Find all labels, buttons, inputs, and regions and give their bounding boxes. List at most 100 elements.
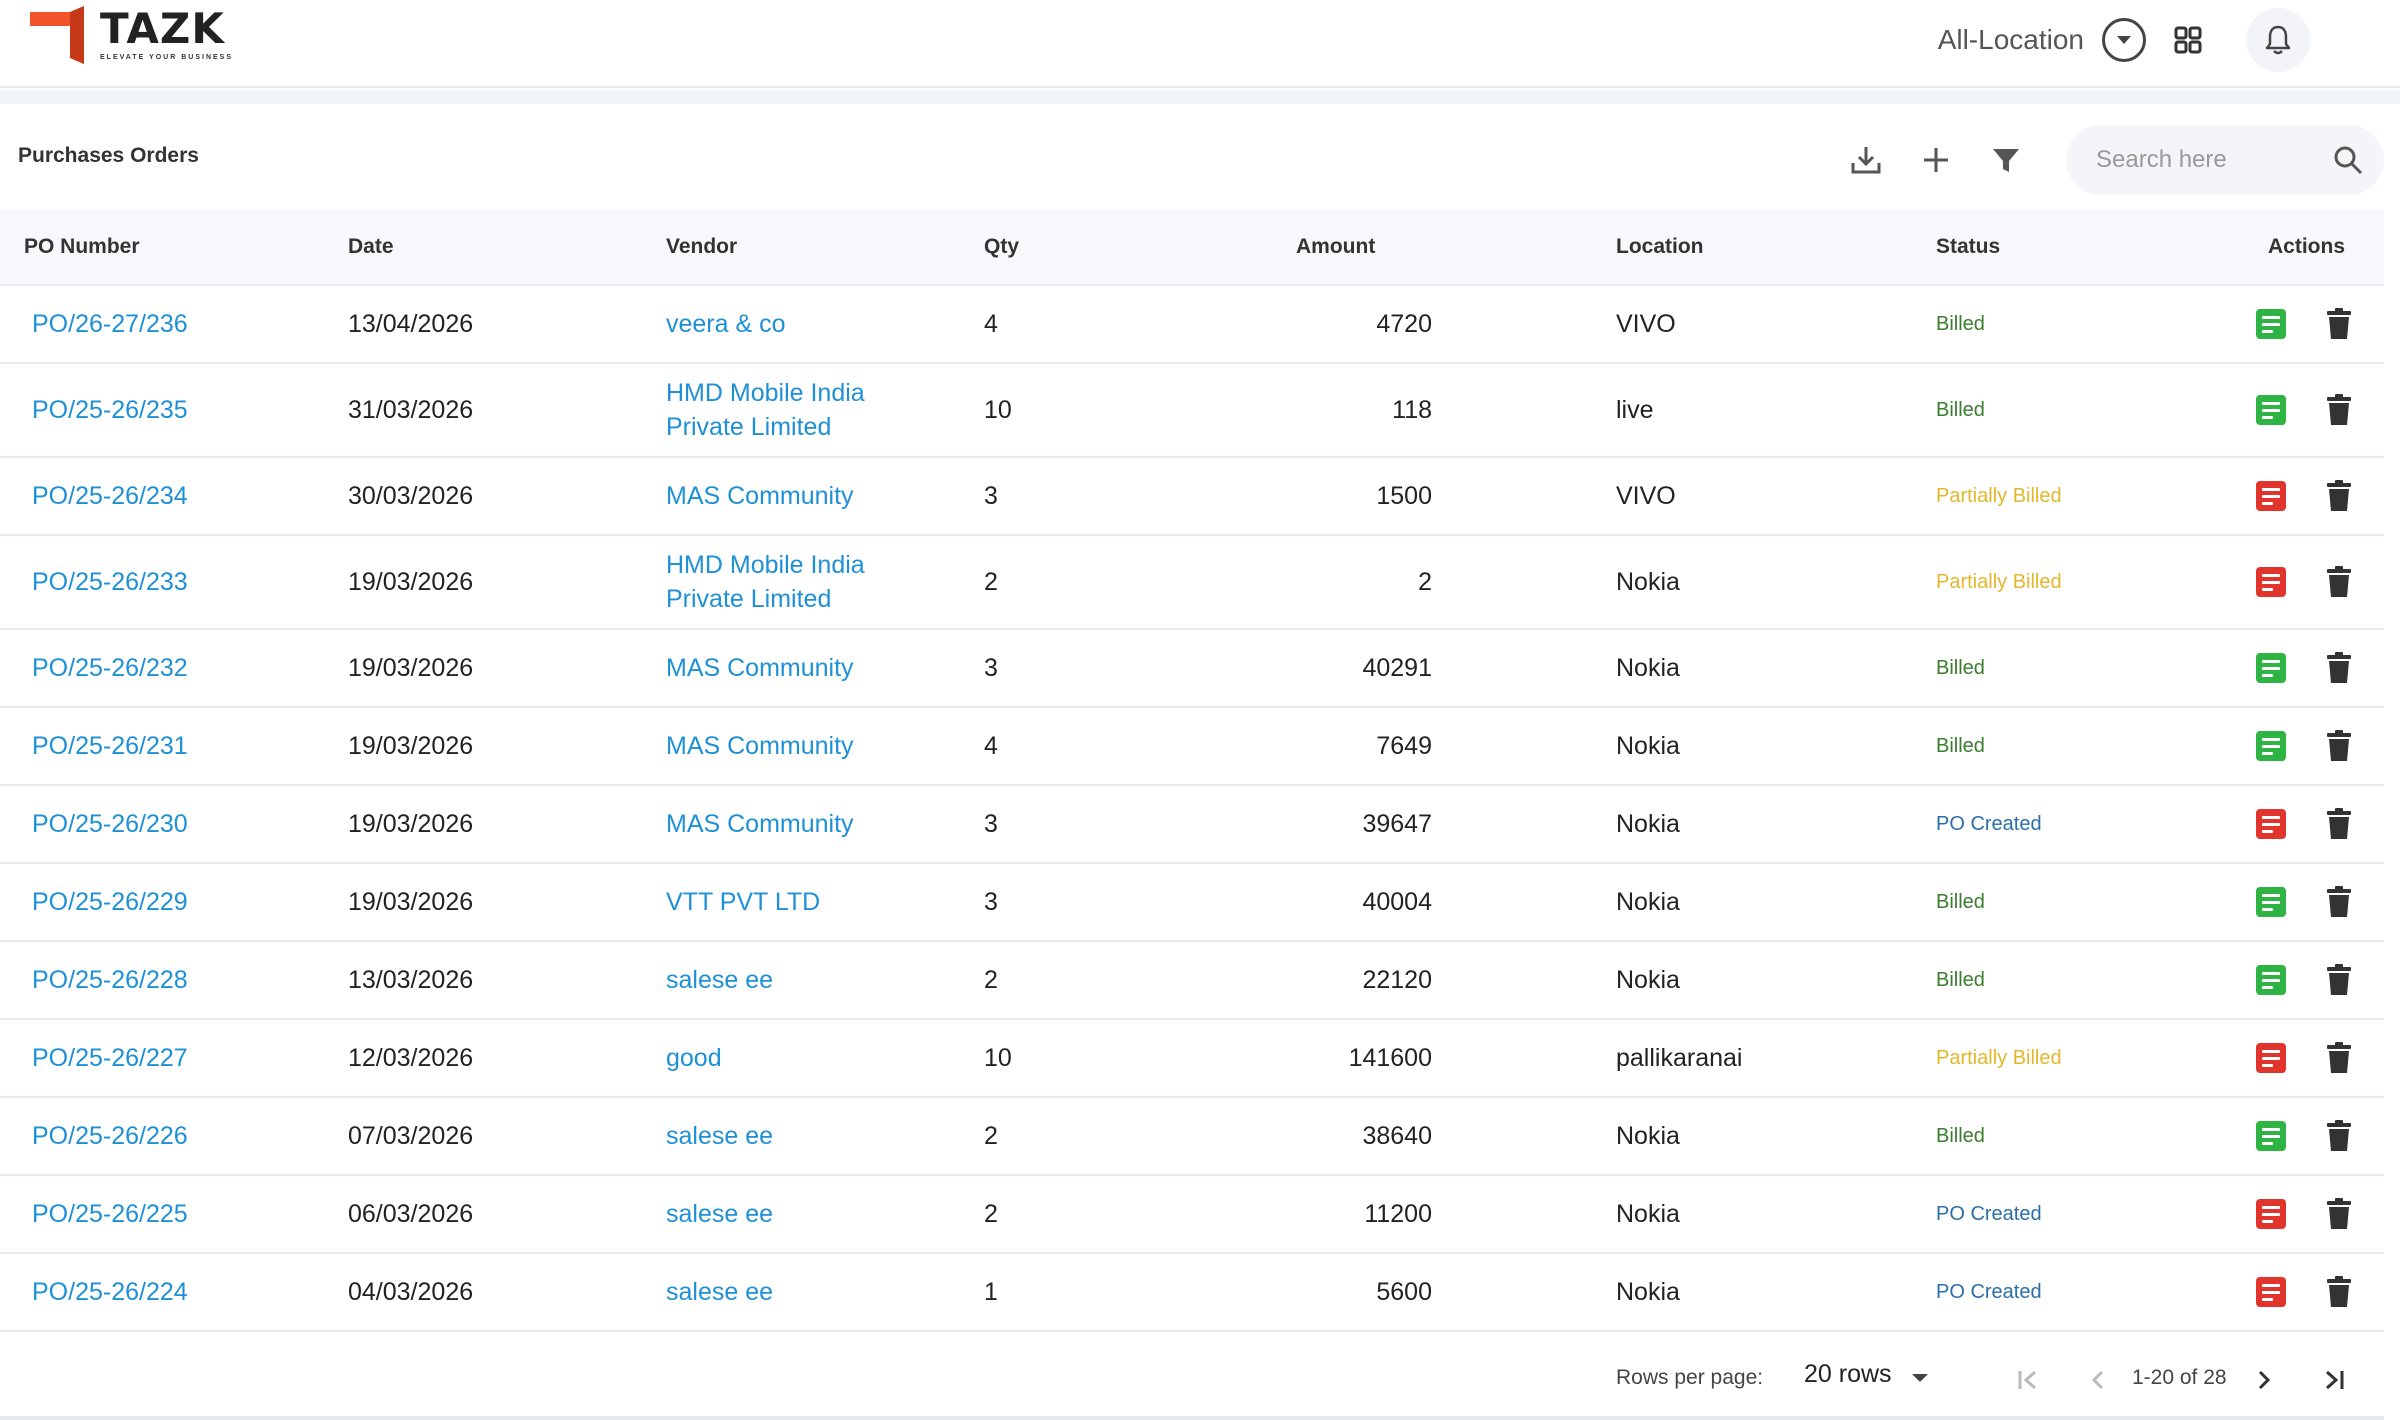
view-document-button[interactable]	[2256, 786, 2286, 862]
delete-button[interactable]	[2326, 1254, 2352, 1330]
delete-button[interactable]	[2326, 630, 2352, 706]
po-number-link[interactable]: PO/25-26/232	[32, 653, 188, 682]
prev-page-button[interactable]	[2080, 1362, 2116, 1398]
table-row[interactable]: PO/25-26/233 19/03/2026 HMD Mobile India P…	[0, 536, 2384, 630]
trash-icon	[2327, 964, 2351, 995]
po-amount: 4720	[1376, 309, 1432, 338]
document-icon	[2256, 731, 2286, 761]
vendor-link[interactable]: salese ee	[666, 1278, 774, 1306]
column-header-vendor[interactable]: Vendor	[666, 235, 738, 258]
trash-icon	[2327, 394, 2351, 425]
po-number-link[interactable]: PO/25-26/235	[32, 395, 188, 424]
toolbar	[1844, 124, 2384, 196]
vendor-link[interactable]: MAS Community	[666, 482, 854, 510]
delete-button[interactable]	[2326, 1098, 2352, 1174]
vendor-link[interactable]: MAS Community	[666, 654, 854, 682]
po-number-link[interactable]: PO/25-26/233	[32, 567, 188, 596]
vendor-link[interactable]: HMD Mobile India Private Limited	[666, 551, 865, 613]
delete-button[interactable]	[2326, 864, 2352, 940]
search-input[interactable]	[2096, 146, 2332, 174]
vendor-link[interactable]: MAS Community	[666, 810, 854, 838]
table-row[interactable]: PO/25-26/228 13/03/2026 salese ee 2 22120 Nok…	[0, 942, 2384, 1020]
vendor-link[interactable]: salese ee	[666, 1122, 774, 1150]
delete-button[interactable]	[2326, 786, 2352, 862]
vendor-link[interactable]: salese ee	[666, 966, 774, 994]
po-date: 04/03/2026	[348, 1277, 474, 1306]
po-number-link[interactable]: PO/25-26/234	[32, 481, 188, 510]
po-number-link[interactable]: PO/25-26/229	[32, 887, 188, 916]
column-header-date[interactable]: Date	[348, 235, 394, 258]
delete-button[interactable]	[2326, 1020, 2352, 1096]
po-number-link[interactable]: PO/25-26/231	[32, 731, 188, 760]
table-row[interactable]: PO/25-26/224 04/03/2026 salese ee 1 5600 Noki…	[0, 1254, 2384, 1332]
delete-button[interactable]	[2326, 458, 2352, 534]
po-number-link[interactable]: PO/25-26/227	[32, 1043, 188, 1072]
filter-button[interactable]	[1984, 138, 2028, 182]
table-row[interactable]: PO/25-26/230 19/03/2026 MAS Community 3 3964…	[0, 786, 2384, 864]
view-document-button[interactable]	[2256, 864, 2286, 940]
search-icon[interactable]	[2332, 144, 2364, 176]
vendor-link[interactable]: veera & co	[666, 310, 786, 338]
vendor-link[interactable]: VTT PVT LTD	[666, 888, 821, 916]
po-amount: 40291	[1362, 653, 1432, 682]
column-header-location[interactable]: Location	[1616, 235, 1704, 258]
column-header-status[interactable]: Status	[1936, 235, 2001, 258]
apps-button[interactable]	[2166, 18, 2210, 62]
delete-button[interactable]	[2326, 536, 2352, 628]
table-row[interactable]: PO/25-26/229 19/03/2026 VTT PVT LTD 3 40004 N…	[0, 864, 2384, 942]
table-row[interactable]: PO/25-26/226 07/03/2026 salese ee 2 38640 Nok…	[0, 1098, 2384, 1176]
notifications-button[interactable]	[2246, 8, 2310, 72]
location-label[interactable]: All-Location	[1937, 24, 2084, 55]
po-number-link[interactable]: PO/25-26/225	[32, 1199, 188, 1228]
first-page-button[interactable]	[2010, 1362, 2046, 1398]
download-button[interactable]	[1844, 138, 1888, 182]
delete-button[interactable]	[2326, 708, 2352, 784]
po-number-link[interactable]: PO/25-26/224	[32, 1277, 188, 1306]
view-document-button[interactable]	[2256, 708, 2286, 784]
table-row[interactable]: PO/26-27/236 13/04/2026 veera & co 4 4720 VIV…	[0, 286, 2384, 364]
location-dropdown-button[interactable]	[2102, 18, 2146, 62]
delete-button[interactable]	[2326, 286, 2352, 362]
column-header-actions[interactable]: Actions	[2268, 235, 2346, 258]
delete-button[interactable]	[2326, 1176, 2352, 1252]
status-badge: PO Created	[1936, 1280, 2042, 1303]
vendor-link[interactable]: good	[666, 1044, 722, 1072]
vendor-link[interactable]: HMD Mobile India Private Limited	[666, 379, 865, 441]
po-number-link[interactable]: PO/25-26/228	[32, 965, 188, 994]
delete-button[interactable]	[2326, 364, 2352, 456]
view-document-button[interactable]	[2256, 1254, 2286, 1330]
rows-per-page-label: Rows per page:	[1616, 1366, 1764, 1389]
po-location: pallikaranai	[1616, 1043, 1743, 1072]
view-document-button[interactable]	[2256, 1176, 2286, 1252]
view-document-button[interactable]	[2256, 1098, 2286, 1174]
view-document-button[interactable]	[2256, 286, 2286, 362]
po-number-link[interactable]: PO/25-26/226	[32, 1121, 188, 1150]
last-page-button[interactable]	[2316, 1362, 2352, 1398]
vendor-link[interactable]: MAS Community	[666, 732, 854, 760]
column-header-po-number[interactable]: PO Number	[24, 235, 140, 258]
table-row[interactable]: PO/25-26/231 19/03/2026 MAS Community 4 7649…	[0, 708, 2384, 786]
table-row[interactable]: PO/25-26/235 31/03/2026 HMD Mobile India P…	[0, 364, 2384, 458]
view-document-button[interactable]	[2256, 630, 2286, 706]
po-number-link[interactable]: PO/26-27/236	[32, 309, 188, 338]
po-amount: 22120	[1362, 965, 1432, 994]
vendor-link[interactable]: salese ee	[666, 1200, 774, 1228]
table-row[interactable]: PO/25-26/225 06/03/2026 salese ee 2 11200 Nok…	[0, 1176, 2384, 1254]
delete-button[interactable]	[2326, 942, 2352, 1018]
add-button[interactable]	[1914, 138, 1958, 182]
table-row[interactable]: PO/25-26/234 30/03/2026 MAS Community 3 1500…	[0, 458, 2384, 536]
table-row[interactable]: PO/25-26/232 19/03/2026 MAS Community 3 4029…	[0, 630, 2384, 708]
view-document-button[interactable]	[2256, 458, 2286, 534]
column-header-qty[interactable]: Qty	[984, 235, 1020, 258]
rows-caret-icon[interactable]	[1912, 1374, 1928, 1382]
rows-per-page-select[interactable]: 20 rows	[1804, 1360, 1892, 1388]
table-row[interactable]: PO/25-26/227 12/03/2026 good 10 141600 pallik…	[0, 1020, 2384, 1098]
view-document-button[interactable]	[2256, 364, 2286, 456]
column-header-amount[interactable]: Amount	[1296, 235, 1376, 258]
view-document-button[interactable]	[2256, 536, 2286, 628]
view-document-button[interactable]	[2256, 1020, 2286, 1096]
po-number-link[interactable]: PO/25-26/230	[32, 809, 188, 838]
next-page-button[interactable]	[2246, 1362, 2282, 1398]
view-document-button[interactable]	[2256, 942, 2286, 1018]
brand-logo[interactable]: TAZK ELEVATE YOUR BUSINESS	[30, 6, 233, 64]
